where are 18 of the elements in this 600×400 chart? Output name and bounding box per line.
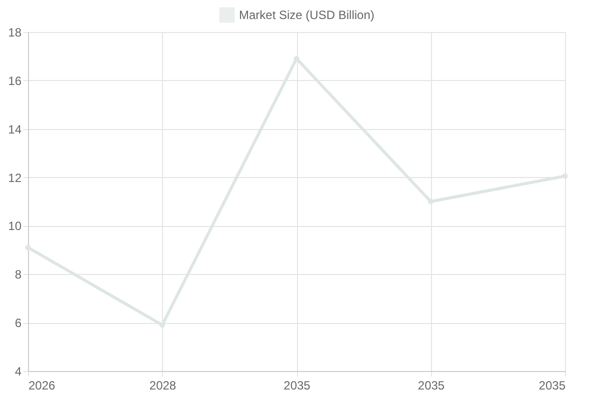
point (25, 244, 31, 250)
y-tick-label: 12 (8, 170, 22, 185)
y-tick-label: 10 (8, 219, 22, 234)
legend-label: Market Size (USD Billion) (239, 8, 374, 22)
x-tick-label: 2035 (418, 378, 445, 392)
x-tick-label: 2035 (284, 378, 311, 392)
point (562, 173, 568, 179)
y-tick-label: 8 (14, 268, 22, 282)
x-tick-label: 2028 (149, 378, 176, 392)
y-tick-label: 16 (8, 74, 22, 88)
y-tick-label: 14 (8, 122, 22, 136)
point (428, 198, 434, 204)
x-tick-label: 2026 (28, 378, 56, 392)
y-tick-label: 18 (8, 26, 22, 40)
x-tick-label: 2035 (538, 378, 566, 392)
point (160, 322, 165, 328)
y-tick-label: 6 (14, 316, 22, 330)
y-tick-label: 4 (14, 364, 22, 378)
